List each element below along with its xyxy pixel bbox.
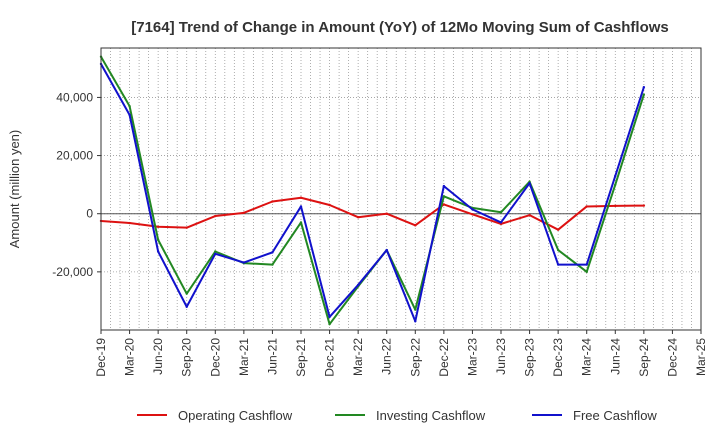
free-cashflow-point: [499, 221, 503, 224]
x-tick-label: Dec-22: [437, 338, 451, 377]
investing-cashflow-point: [614, 183, 617, 186]
free-cashflow-point: [442, 184, 446, 188]
x-axis-ticks: Dec-19 Mar-20 Jun-20 Sep-20 Dec-20 Mar-21 Jun-…: [94, 330, 708, 377]
x-tick-label: Dec-20: [208, 338, 222, 377]
free-cashflow-point: [128, 113, 131, 117]
free-cashflow-point: [214, 252, 217, 256]
free-cashflow-point: [471, 208, 474, 211]
operating-cashflow-point: [214, 214, 217, 218]
x-tick-label: Sep-21: [294, 338, 308, 377]
grid: [101, 48, 701, 330]
x-tick-label: Sep-24: [637, 338, 651, 377]
operating-cashflow-point: [614, 204, 617, 208]
operating-cashflow-point: [128, 221, 131, 225]
free-cashflow-point: [585, 263, 588, 266]
operating-cashflow-point: [385, 212, 388, 215]
operating-cashflow-point: [271, 200, 274, 203]
operating-cashflow-point: [328, 203, 331, 207]
x-tick-label: Sep-23: [523, 338, 537, 377]
free-cashflow-line: [100, 63, 645, 323]
free-cashflow-point: [556, 263, 560, 266]
operating-cashflow-point: [242, 211, 246, 215]
free-cashflow-point: [614, 174, 617, 178]
investing-cashflow-point: [414, 308, 417, 311]
x-tick-label: Jun-23: [494, 338, 508, 375]
investing-cashflow-line: [100, 56, 645, 326]
x-tick-label: Dec-23: [551, 338, 565, 377]
x-tick-label: Dec-24: [665, 338, 679, 377]
plot-frame: [100, 47, 702, 331]
operating-cashflow-point: [471, 213, 474, 216]
x-tick-label: Sep-20: [180, 338, 194, 377]
investing-cashflow-point: [299, 221, 303, 224]
legend-label: Operating Cashflow: [178, 408, 293, 423]
series-lines: [99, 55, 646, 326]
free-cashflow-point: [385, 248, 388, 252]
x-tick-label: Jun-20: [151, 338, 165, 375]
y-axis-ticks: -20,000 0 20,000 40,000: [52, 90, 101, 279]
x-tick-label: Mar-24: [580, 338, 594, 376]
y-tick-label: -20,000: [52, 265, 93, 279]
free-cashflow-point: [242, 261, 246, 264]
legend-item-free-cashflow: Free Cashflow: [532, 408, 657, 423]
free-cashflow-point: [328, 315, 331, 319]
y-tick-label: 40,000: [56, 90, 93, 104]
investing-cashflow-point: [556, 248, 560, 252]
operating-cashflow-point: [356, 216, 360, 219]
x-tick-label: Mar-25: [694, 338, 708, 376]
x-tick-label: Dec-19: [94, 338, 108, 377]
x-tick-label: Jun-22: [380, 338, 394, 375]
investing-cashflow-point: [642, 93, 646, 96]
operating-cashflow-line: [100, 196, 644, 231]
legend-label: Investing Cashflow: [376, 408, 486, 423]
investing-cashflow-point: [499, 211, 503, 214]
operating-cashflow-point: [556, 228, 560, 231]
operating-cashflow-point: [585, 205, 588, 208]
investing-cashflow-point: [156, 238, 160, 242]
investing-cashflow-point: [585, 270, 588, 274]
x-tick-label: Mar-20: [123, 338, 137, 376]
free-cashflow-point: [414, 320, 417, 323]
investing-cashflow-point: [185, 292, 188, 295]
operating-cashflow-point: [185, 226, 188, 229]
free-cashflow-point: [185, 305, 188, 308]
operating-cashflow-point: [528, 213, 531, 217]
free-cashflow-point: [156, 250, 160, 253]
investing-cashflow-point: [442, 195, 446, 198]
operating-cashflow-point: [442, 203, 446, 206]
operating-cashflow-point: [642, 204, 646, 207]
operating-cashflow-point: [156, 225, 160, 228]
free-cashflow-point: [642, 86, 646, 89]
x-tick-label: Jun-24: [608, 338, 622, 375]
free-cashflow-point: [528, 181, 531, 185]
free-cashflow-point: [299, 205, 303, 208]
x-tick-label: Mar-23: [465, 338, 479, 376]
x-tick-label: Dec-21: [323, 338, 337, 377]
operating-cashflow-point: [299, 196, 303, 199]
operating-cashflow-point: [414, 224, 417, 227]
investing-cashflow-point: [328, 322, 331, 326]
investing-cashflow-point: [214, 250, 217, 253]
y-tick-label: 0: [86, 207, 93, 221]
investing-cashflow-point: [128, 104, 131, 108]
free-cashflow-point: [356, 283, 360, 287]
x-tick-label: Jun-21: [265, 338, 279, 375]
legend: Operating Cashflow Investing Cashflow Free…: [137, 408, 657, 423]
legend-item-operating-cashflow: Operating Cashflow: [137, 408, 293, 423]
x-tick-label: Mar-22: [351, 338, 365, 376]
y-tick-label: 20,000: [56, 149, 93, 163]
y-axis-label: Amount (million yen): [7, 130, 22, 249]
series-free-cashflow: [99, 62, 646, 323]
chart-title: [7164] Trend of Change in Amount (YoY) o…: [131, 19, 669, 36]
free-cashflow-point: [271, 251, 274, 254]
series-investing-cashflow: [99, 55, 646, 326]
x-tick-label: Mar-21: [237, 338, 251, 376]
legend-item-investing-cashflow: Investing Cashflow: [335, 408, 486, 423]
investing-cashflow-point: [271, 263, 274, 266]
x-tick-label: Sep-22: [408, 338, 422, 377]
legend-label: Free Cashflow: [573, 408, 657, 423]
